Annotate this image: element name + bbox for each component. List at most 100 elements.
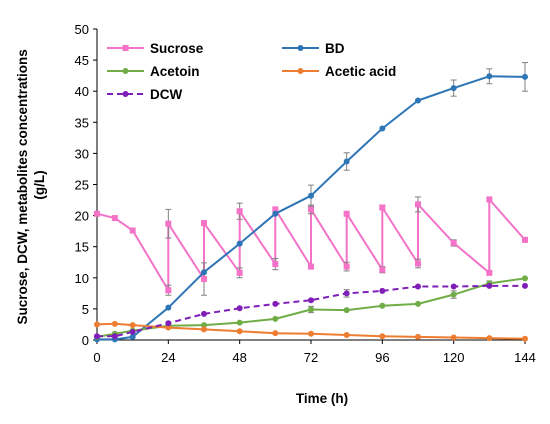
data-point bbox=[272, 315, 279, 322]
series-sucrose bbox=[94, 196, 528, 296]
series-line bbox=[97, 75, 526, 341]
data-point bbox=[129, 322, 136, 329]
data-point bbox=[379, 333, 386, 340]
data-point bbox=[165, 220, 172, 227]
data-point bbox=[415, 97, 421, 104]
x-tick-label: 24 bbox=[161, 350, 175, 365]
data-point bbox=[522, 236, 528, 243]
data-point bbox=[522, 73, 528, 80]
data-point bbox=[236, 240, 243, 247]
data-point bbox=[343, 290, 350, 297]
data-point bbox=[236, 269, 243, 276]
data-point bbox=[415, 333, 421, 340]
series-layer bbox=[94, 62, 528, 343]
legend-item-acetoin: Acetoin bbox=[107, 64, 200, 79]
data-point bbox=[308, 297, 314, 304]
legend-item-dcw: DCW bbox=[107, 87, 182, 102]
data-point bbox=[272, 330, 279, 337]
data-point bbox=[129, 227, 136, 234]
data-point bbox=[343, 263, 350, 270]
data-point bbox=[450, 239, 457, 246]
data-point bbox=[522, 282, 528, 289]
data-point bbox=[486, 335, 493, 342]
data-point bbox=[272, 206, 279, 213]
data-point bbox=[415, 260, 421, 267]
legend-swatch-marker bbox=[122, 91, 129, 97]
data-point bbox=[165, 304, 172, 311]
legend-swatch-marker bbox=[122, 45, 129, 51]
y-tick-label: 35 bbox=[75, 115, 89, 130]
y-axis-title: Sucrose, DCW, metabolites concentrations… bbox=[15, 45, 47, 324]
data-point bbox=[450, 334, 457, 341]
legend-label: DCW bbox=[150, 87, 182, 102]
data-point bbox=[236, 305, 243, 312]
y-tick-label: 20 bbox=[75, 209, 89, 224]
data-point bbox=[379, 266, 386, 273]
x-tick-label: 0 bbox=[93, 350, 100, 365]
data-point bbox=[379, 204, 386, 211]
data-point bbox=[343, 210, 350, 217]
data-point bbox=[379, 125, 386, 132]
data-point bbox=[486, 196, 493, 203]
x-tick-label: 144 bbox=[514, 350, 536, 365]
data-point bbox=[94, 321, 100, 328]
data-point bbox=[343, 332, 350, 339]
y-tick-label: 10 bbox=[75, 271, 89, 286]
legend-swatch-marker bbox=[297, 68, 304, 74]
data-point bbox=[308, 192, 314, 199]
y-tick-label: 40 bbox=[75, 84, 89, 99]
data-point bbox=[201, 310, 207, 317]
data-point bbox=[343, 307, 350, 314]
data-point bbox=[522, 275, 528, 282]
data-point bbox=[111, 333, 118, 340]
y-tick-label: 45 bbox=[75, 53, 89, 68]
data-point bbox=[129, 333, 136, 340]
y-tick-label: 15 bbox=[75, 240, 89, 255]
data-point bbox=[272, 210, 279, 217]
data-point bbox=[379, 287, 386, 294]
legend-label: Sucrose bbox=[150, 41, 204, 56]
data-point bbox=[165, 324, 172, 331]
series-dcw bbox=[94, 282, 528, 340]
legend-swatch-marker bbox=[122, 68, 129, 74]
data-point bbox=[308, 263, 314, 270]
data-point bbox=[94, 210, 100, 217]
data-point bbox=[379, 302, 386, 309]
legend-item-sucrose: Sucrose bbox=[107, 41, 204, 56]
series-line bbox=[97, 284, 525, 338]
x-axis-title: Time (h) bbox=[296, 391, 348, 406]
x-tick-label: 72 bbox=[304, 350, 318, 365]
y-axis-title-line-2: (g/L) bbox=[32, 170, 47, 199]
legend: Sucrose BD Acetoin Acetic acid DCW bbox=[107, 41, 396, 102]
y-tick-label: 0 bbox=[82, 333, 89, 348]
series-line bbox=[96, 322, 526, 340]
data-point bbox=[236, 208, 243, 215]
data-point bbox=[165, 320, 172, 327]
data-point bbox=[272, 300, 279, 307]
legend-label: BD bbox=[325, 41, 345, 56]
data-point bbox=[201, 220, 207, 227]
series-acetic-acid bbox=[94, 320, 528, 342]
data-point bbox=[165, 287, 172, 294]
data-point bbox=[450, 291, 457, 298]
data-point bbox=[343, 158, 350, 165]
data-point bbox=[236, 319, 243, 326]
y-tick-label: 50 bbox=[75, 22, 89, 37]
legend-item-bd: BD bbox=[282, 41, 345, 56]
axes: 0 5 10 15 20 25 30 35 40 45 50 0 24 48 72 96 120 144 bbox=[75, 22, 536, 365]
y-tick-label: 5 bbox=[82, 302, 89, 317]
data-point bbox=[201, 276, 207, 283]
data-point bbox=[201, 322, 207, 329]
y-tick-label: 30 bbox=[75, 146, 89, 161]
data-point bbox=[94, 333, 100, 340]
data-point bbox=[450, 283, 457, 290]
data-point bbox=[486, 282, 493, 289]
data-point bbox=[129, 328, 136, 335]
data-point bbox=[415, 300, 421, 307]
data-point bbox=[201, 269, 207, 276]
legend-swatch-marker bbox=[297, 45, 304, 51]
data-point bbox=[236, 328, 243, 335]
legend-label: Acetoin bbox=[150, 64, 200, 79]
data-point bbox=[486, 73, 493, 80]
data-point bbox=[308, 306, 314, 313]
